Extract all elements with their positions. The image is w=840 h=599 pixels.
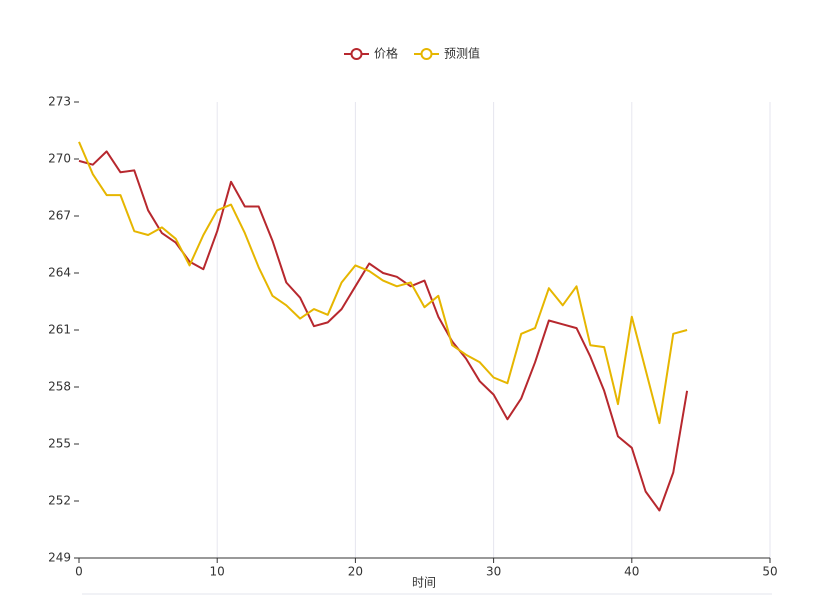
y-tick-label: 264 [48, 266, 71, 280]
legend-label: 价格 [374, 46, 398, 61]
legend-icon [420, 48, 433, 60]
y-tick-label: 273 [48, 95, 71, 109]
y-tick-label: 267 [48, 209, 71, 223]
y-tick-label: 252 [48, 494, 71, 508]
series-line [78, 150, 689, 512]
x-tick-label: 10 [210, 565, 225, 579]
x-axis-label: 时间 [412, 576, 436, 590]
x-tick-label: 40 [624, 565, 639, 579]
y-tick-label: 270 [48, 152, 71, 166]
y-tick-label: 255 [48, 437, 71, 451]
x-tick-label: 50 [762, 565, 777, 579]
series-line [78, 141, 688, 425]
y-tick-label: 258 [48, 380, 71, 394]
legend-icon [350, 48, 363, 60]
y-tick-label: 261 [48, 323, 71, 337]
x-tick-label: 0 [75, 565, 83, 579]
legend-label: 预测值 [444, 46, 480, 61]
y-tick-label: 249 [48, 551, 71, 565]
x-tick-label: 30 [486, 565, 501, 579]
x-tick-label: 20 [348, 565, 363, 579]
